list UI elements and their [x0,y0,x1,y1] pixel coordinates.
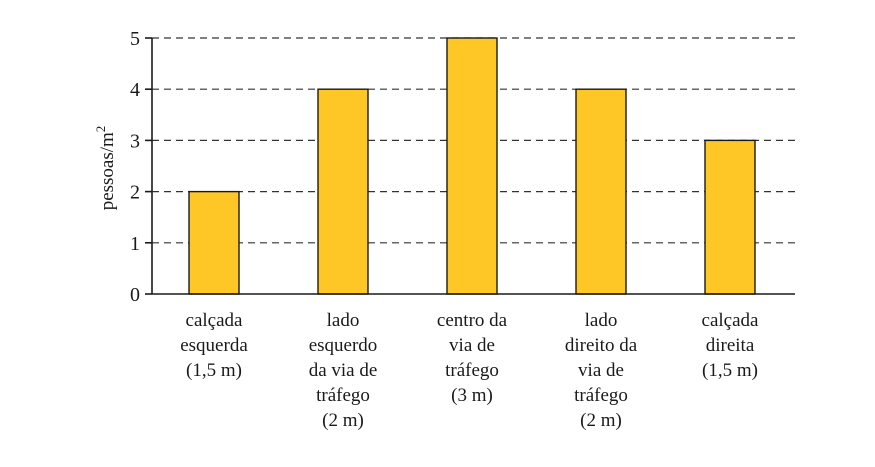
category-label-2-line-2: esquerdo [309,335,378,356]
bar-1 [188,190,240,295]
y-axis-title: pessoas/m2 [93,126,118,211]
y-tick-label-3: 3 [130,130,140,152]
category-label-3-line-2: via de [449,335,495,356]
category-label-5-line-1: calçada [702,310,760,331]
bars [188,37,756,295]
category-label-2-line-1: lado [327,310,360,331]
category-label-2: lado esquerdo da via de tráfego (2 m) [309,310,378,431]
bar-2 [317,88,369,295]
y-tick-label-1: 1 [130,233,140,255]
category-label-1-line-2: esquerda [180,335,248,356]
y-axis-title-superscript: 2 [93,126,108,133]
category-label-5-line-3: (1,5 m) [702,360,758,381]
category-label-3: centro da via de tráfego (3 m) [437,310,508,406]
category-label-3-line-4: (3 m) [451,385,493,406]
bar-5 [704,139,756,295]
category-label-5-line-2: direita [706,335,755,356]
category-label-2-line-5: (2 m) [322,410,364,431]
category-label-4-line-1: lado [585,310,618,331]
category-label-4-line-4: tráfego [574,385,628,406]
category-label-2-line-4: tráfego [316,385,370,406]
category-label-1-line-3: (1,5 m) [186,360,242,381]
category-label-2-line-3: da via de [309,360,378,381]
bar-4 [575,88,627,295]
category-label-4-line-5: (2 m) [580,410,622,431]
bar-3 [446,37,498,295]
y-tick-label-0: 0 [130,284,140,306]
category-label-4-line-3: via de [578,360,624,381]
category-label-4-line-2: direito da [565,335,638,356]
axes [145,37,795,295]
y-tick-label-2: 2 [130,182,140,204]
category-label-1-line-1: calçada [186,310,244,331]
category-label-5: calçada direita (1,5 m) [702,310,760,381]
category-label-4: lado direito da via de tráfego (2 m) [565,310,638,431]
x-category-labels: calçada esquerda (1,5 m) lado esquerdo da via… [180,310,759,431]
y-tick-label-4: 4 [130,79,140,101]
category-label-3-line-1: centro da [437,310,508,331]
category-label-1: calçada esquerda (1,5 m) [180,310,248,381]
category-label-3-line-3: tráfego [445,360,499,381]
y-tick-label-5: 5 [130,28,140,50]
y-tick-labels: 0 1 2 3 4 5 [130,28,140,306]
y-axis-title-main: pessoas/m [97,132,118,210]
